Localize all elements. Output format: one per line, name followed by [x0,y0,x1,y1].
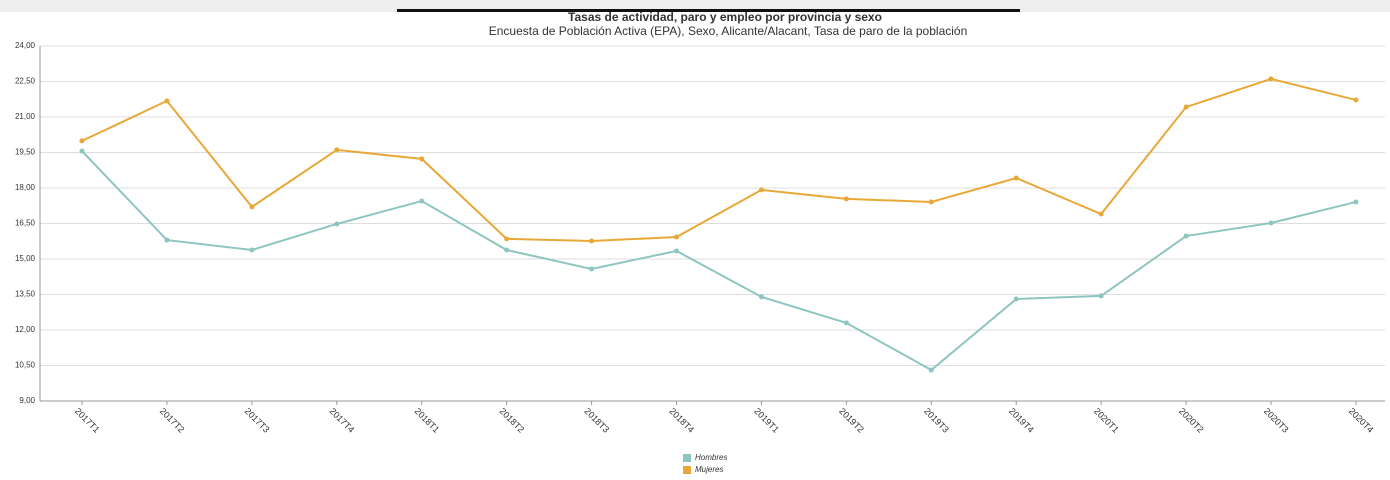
series-line [81,150,1357,372]
y-tick-label: 21,00 [15,112,36,121]
legend-swatch [683,466,691,474]
data-point [843,320,849,326]
data-point [164,98,170,104]
legend-swatch [683,454,691,462]
header-band [0,0,1390,12]
data-point [843,196,849,202]
y-tick-label: 18,00 [15,183,36,192]
y-tick-label: 10,50 [15,361,36,370]
data-point [1013,175,1019,181]
data-point [79,148,85,154]
data-point [589,238,595,244]
x-tick-label: 2020T2 [1177,406,1206,435]
data-point [164,237,170,243]
y-tick-label: 16,50 [15,219,36,228]
x-tick-label: 2017T4 [328,406,357,435]
data-point [758,294,764,300]
x-tick-label: 2020T3 [1262,406,1291,435]
x-tick-label: 2019T4 [1007,406,1036,435]
data-point [334,147,340,153]
x-tick-label: 2018T4 [667,406,696,435]
data-point [1183,104,1189,110]
data-point [419,198,425,204]
data-point [79,138,85,144]
y-tick-label: 15,00 [15,254,36,263]
data-point [249,247,255,253]
data-point [1268,76,1274,82]
chart-title: Tasas de actividad, paro y empleo por pr… [568,10,882,24]
y-tick-label: 19,50 [15,148,36,157]
data-point [334,221,340,227]
y-tick-label: 24,00 [15,41,36,50]
x-tick-label: 2018T3 [582,406,611,435]
x-tick-label: 2017T1 [73,406,102,435]
data-point [674,248,680,254]
x-tick-label: 2020T1 [1092,406,1121,435]
data-point [1268,220,1274,226]
x-tick-label: 2018T2 [498,406,527,435]
data-point [249,204,255,210]
data-point [504,247,510,253]
data-point [419,156,425,162]
data-point [1353,97,1359,103]
data-point [504,236,510,242]
y-tick-label: 12,00 [15,325,36,334]
x-tick-label: 2019T3 [922,406,951,435]
data-point [589,266,595,272]
header-underline [397,9,1020,12]
data-point [1013,296,1019,302]
data-point [1183,233,1189,239]
chart-subtitle: Encuesta de Población Activa (EPA), Sexo… [489,24,968,38]
legend-label: Mujeres [695,465,723,474]
x-tick-label: 2017T2 [158,406,187,435]
data-point [758,187,764,193]
data-point [928,199,934,205]
data-point [928,367,934,373]
legend-label: Hombres [695,453,727,462]
data-point [1098,211,1104,217]
y-tick-label: 22,50 [15,77,36,86]
x-tick-label: 2020T4 [1347,406,1376,435]
x-tick-label: 2017T3 [243,406,272,435]
series-line [81,77,1357,243]
data-point [1353,199,1359,205]
x-tick-label: 2019T1 [752,406,781,435]
y-tick-label: 13,50 [15,290,36,299]
x-tick-label: 2018T1 [413,406,442,435]
x-tick-label: 2019T2 [837,406,866,435]
data-point [1098,293,1104,299]
y-tick-label: 9,00 [19,396,35,405]
data-point [674,234,680,240]
